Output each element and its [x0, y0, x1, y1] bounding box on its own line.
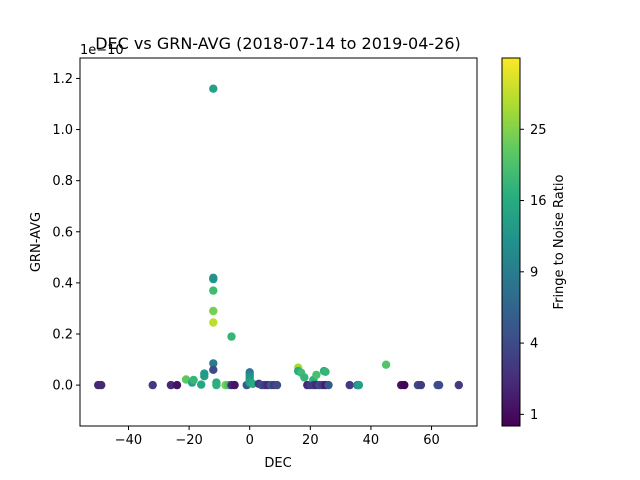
data-point: [324, 380, 333, 390]
chart-title: DEC vs GRN-AVG (2018-07-14 to 2019-04-26…: [95, 34, 461, 53]
x-axis-ticks: −40 −20 0 20 40 60: [115, 426, 440, 448]
y-tick-label: 1.0: [52, 123, 73, 138]
data-points: [94, 84, 463, 390]
y-tick-label: 0.2: [52, 328, 73, 343]
data-point: [312, 370, 321, 380]
plot-area: [79, 57, 478, 427]
data-point: [209, 286, 218, 295]
x-tick-label: 20: [302, 433, 319, 448]
x-tick-label: −20: [175, 433, 202, 448]
data-point: [321, 367, 330, 376]
x-tick-label: 60: [423, 433, 440, 448]
data-point: [166, 380, 176, 390]
data-point: [209, 318, 218, 327]
y-axis-label: GRN-AVG: [29, 212, 44, 272]
x-axis-label: DEC: [264, 456, 291, 471]
data-point: [454, 380, 463, 390]
y-tick-label: 0.6: [52, 225, 73, 240]
data-point: [189, 375, 198, 385]
x-tick-label: −40: [115, 433, 142, 448]
data-point: [400, 380, 409, 390]
x-tick-label: 0: [246, 433, 254, 448]
data-point: [209, 306, 218, 316]
data-point: [209, 84, 218, 93]
data-point: [148, 380, 157, 390]
data-point: [197, 380, 206, 389]
data-point: [212, 380, 221, 390]
data-point: [227, 332, 236, 341]
colorbar-tick-label: 25: [530, 123, 547, 138]
colorbar-gradient: [501, 57, 521, 427]
data-point: [248, 379, 257, 388]
data-point: [209, 365, 218, 374]
data-point: [381, 360, 391, 369]
x-tick-label: 40: [363, 433, 380, 448]
data-point: [209, 359, 218, 368]
data-point: [200, 369, 209, 378]
colorbar: 1 4 9 16 25 Fringe to Noise Ratio: [501, 57, 567, 427]
y-tick-label: 0.4: [52, 276, 73, 291]
data-point: [345, 380, 354, 390]
y-tick-label: 1.2: [52, 72, 73, 87]
data-point: [354, 380, 363, 390]
colorbar-tick-label: 16: [530, 194, 547, 209]
y-tick-label: 0.0: [52, 379, 73, 394]
y-offset-label: 1e−10: [80, 43, 124, 58]
plot-frame: [79, 57, 478, 427]
colorbar-tick-label: 4: [530, 337, 538, 352]
data-point: [416, 380, 426, 390]
colorbar-ticks: 1 4 9 16 25: [520, 123, 547, 423]
y-tick-label: 0.8: [52, 174, 73, 189]
data-point: [172, 380, 182, 390]
colorbar-label: Fringe to Noise Ratio: [552, 175, 567, 310]
data-point: [230, 380, 239, 390]
data-point: [209, 273, 218, 282]
data-point: [434, 380, 444, 390]
data-point: [272, 380, 282, 390]
colorbar-tick-label: 9: [530, 265, 538, 280]
y-axis-ticks: 0.0 0.2 0.4 0.6 0.8 1.0 1.2: [52, 72, 80, 394]
data-point: [300, 373, 309, 382]
colorbar-tick-label: 1: [530, 408, 538, 423]
data-point: [97, 380, 106, 390]
